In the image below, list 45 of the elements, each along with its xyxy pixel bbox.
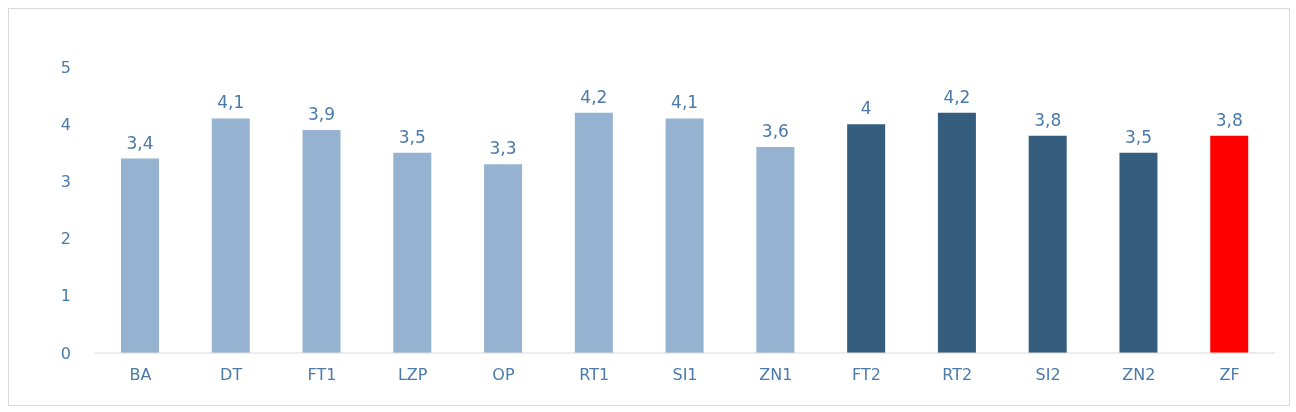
- bar: [665, 118, 704, 353]
- y-tick-label: 0: [60, 343, 71, 363]
- data-label: 3,5: [398, 126, 426, 147]
- x-tick-label: BA: [129, 365, 152, 385]
- bar: [574, 112, 613, 353]
- bar: [847, 124, 886, 353]
- x-tick-label: OP: [492, 365, 515, 385]
- data-label: 3,4: [126, 132, 154, 153]
- bar: [1119, 152, 1158, 353]
- data-label: 3,9: [308, 103, 336, 124]
- data-label: 4,1: [671, 92, 699, 113]
- y-tick-label: 4: [60, 114, 71, 134]
- data-label: 3,5: [1124, 126, 1152, 147]
- data-label: 3,8: [1034, 109, 1062, 130]
- x-tick-label: FT2: [852, 365, 881, 385]
- y-tick-label: 2: [60, 229, 71, 249]
- x-tick-label: ZF: [1219, 365, 1240, 385]
- x-tick-label: SI2: [1035, 365, 1061, 385]
- data-label: 3,8: [1215, 109, 1243, 130]
- x-tick-label: FT1: [307, 365, 337, 385]
- data-label: 4,2: [580, 86, 608, 107]
- x-tick-label: RT1: [579, 365, 610, 385]
- x-tick-label: LZP: [397, 365, 428, 385]
- data-label: 3,6: [761, 121, 789, 142]
- bar: [1028, 135, 1067, 353]
- bar: [937, 112, 976, 353]
- data-label: 4,1: [217, 92, 245, 113]
- x-tick-label: RT2: [942, 365, 973, 385]
- bar: [756, 147, 795, 353]
- x-tick-label: DT: [220, 365, 243, 385]
- bar: [484, 164, 523, 353]
- y-tick-label: 3: [60, 172, 71, 192]
- bar: [1210, 135, 1249, 353]
- bar: [211, 118, 250, 353]
- x-tick-label: ZN1: [759, 365, 793, 385]
- bar: [121, 158, 159, 353]
- data-label: 4,2: [943, 86, 971, 107]
- bar: [393, 152, 432, 353]
- x-tick-label: SI1: [672, 365, 698, 385]
- y-tick-label: 1: [60, 286, 71, 306]
- data-label: 4: [860, 98, 872, 119]
- data-label: 3,3: [489, 138, 517, 159]
- x-tick-label: ZN2: [1122, 365, 1156, 385]
- y-tick-label: 5: [60, 57, 71, 77]
- bar: [302, 129, 341, 353]
